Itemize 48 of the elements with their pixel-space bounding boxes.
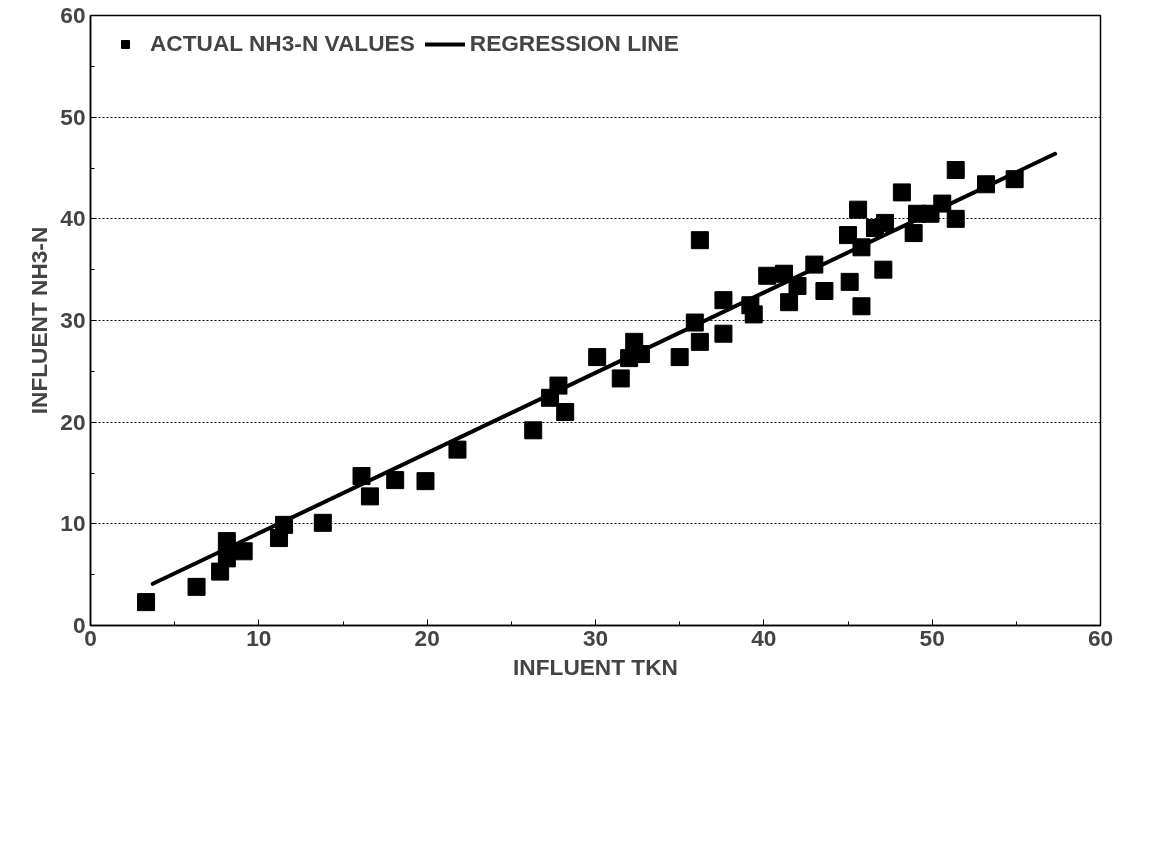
point: [137, 593, 156, 612]
point: [352, 467, 371, 486]
x-tick-label: 30: [582, 624, 609, 651]
point: [313, 513, 332, 532]
point: [744, 305, 763, 324]
x-tick-label: 50: [919, 624, 945, 651]
y-tick-label: 10: [60, 510, 86, 537]
point: [588, 348, 607, 367]
legend-label: REGRESSION LINE: [469, 30, 679, 57]
point: [611, 369, 630, 388]
x-tick-label: 40: [751, 624, 777, 651]
point: [448, 440, 467, 459]
point: [815, 282, 834, 301]
y-axis-title: INFLUENT NH3-N: [26, 226, 53, 415]
point: [416, 472, 435, 491]
point: [234, 542, 253, 561]
y-tick-label: 60: [60, 2, 86, 28]
x-tick-label: 20: [414, 624, 440, 651]
point: [714, 291, 733, 310]
point: [946, 161, 965, 180]
y-tick-label: 20: [60, 408, 86, 435]
point: [690, 332, 709, 351]
x-tick-label: 60: [1087, 624, 1114, 651]
y-tick-label: 30: [60, 307, 86, 333]
x-tick-label: 10: [246, 624, 272, 651]
point: [876, 213, 895, 232]
point: [386, 471, 405, 490]
point: [946, 209, 965, 228]
point: [892, 183, 911, 202]
legend-label: ACTUAL NH3-N VALUES: [150, 30, 415, 57]
point: [556, 403, 575, 421]
point: [852, 297, 871, 316]
point: [758, 266, 777, 285]
point: [690, 231, 709, 250]
point: [714, 324, 733, 343]
point: [849, 200, 868, 219]
y-tick-label: 40: [60, 205, 86, 232]
point: [360, 487, 379, 506]
point: [524, 421, 543, 440]
y-tick-label: 50: [60, 103, 86, 130]
point: [788, 276, 807, 295]
point: [187, 577, 206, 596]
x-axis-title: INFLUENT TKN: [513, 653, 678, 680]
point: [840, 272, 859, 291]
point: [780, 293, 799, 312]
point: [874, 260, 893, 279]
point: [904, 224, 923, 243]
point: [670, 348, 689, 367]
